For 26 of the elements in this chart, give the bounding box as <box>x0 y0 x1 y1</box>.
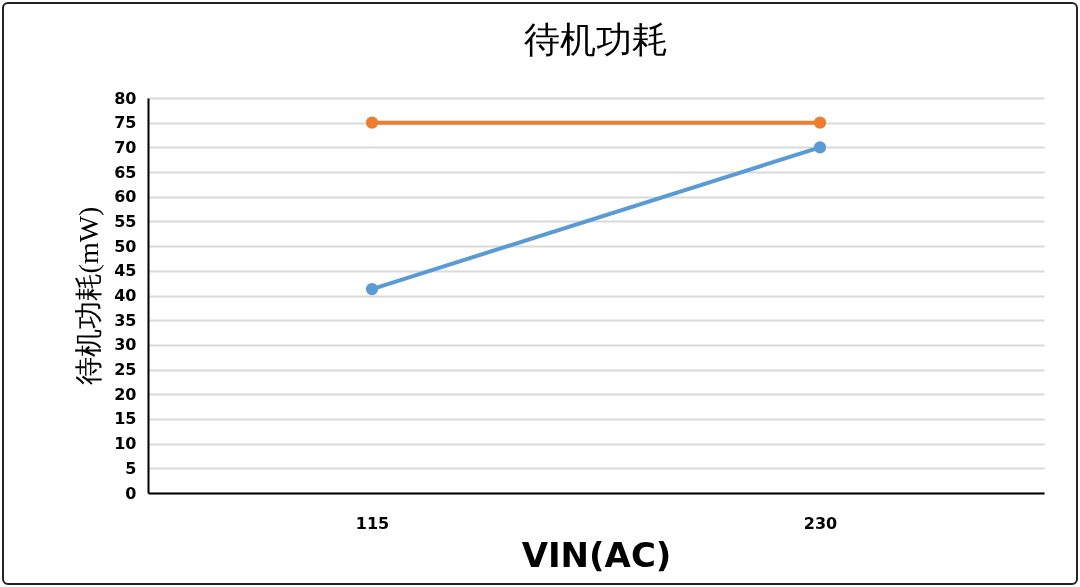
x-tick-label: 115 <box>355 513 390 533</box>
chart-title: 待机功耗 <box>524 20 668 60</box>
point <box>365 282 379 296</box>
y-tick-label: 60 <box>114 187 137 207</box>
y-tick-label: 35 <box>114 310 137 330</box>
y-tick-label: 25 <box>114 360 137 380</box>
point <box>813 116 827 129</box>
y-tick-label: 30 <box>114 335 137 355</box>
y-tick-label: 70 <box>114 137 137 157</box>
y-tick-label: 20 <box>114 384 137 404</box>
x-tick-label: 230 <box>803 513 838 533</box>
y-tick-label: 80 <box>114 88 137 108</box>
y-tick-label: 45 <box>114 261 137 281</box>
y-tick-label: 65 <box>114 162 137 182</box>
y-tick-label: 40 <box>114 286 137 305</box>
y-tick-label: 75 <box>114 113 137 133</box>
point <box>813 141 827 154</box>
y-tick-label: 50 <box>114 236 137 256</box>
y-tick-label: 55 <box>114 211 137 231</box>
y-axis-title: 待机功耗(mW) <box>73 206 105 386</box>
y-tick-label: 15 <box>114 409 137 429</box>
y-tick-label: 5 <box>125 458 137 478</box>
point <box>365 116 379 129</box>
y-tick-label: 0 <box>125 483 137 503</box>
y-tick-label: 10 <box>114 434 137 454</box>
x-axis-title: VIN(AC) <box>521 534 672 575</box>
